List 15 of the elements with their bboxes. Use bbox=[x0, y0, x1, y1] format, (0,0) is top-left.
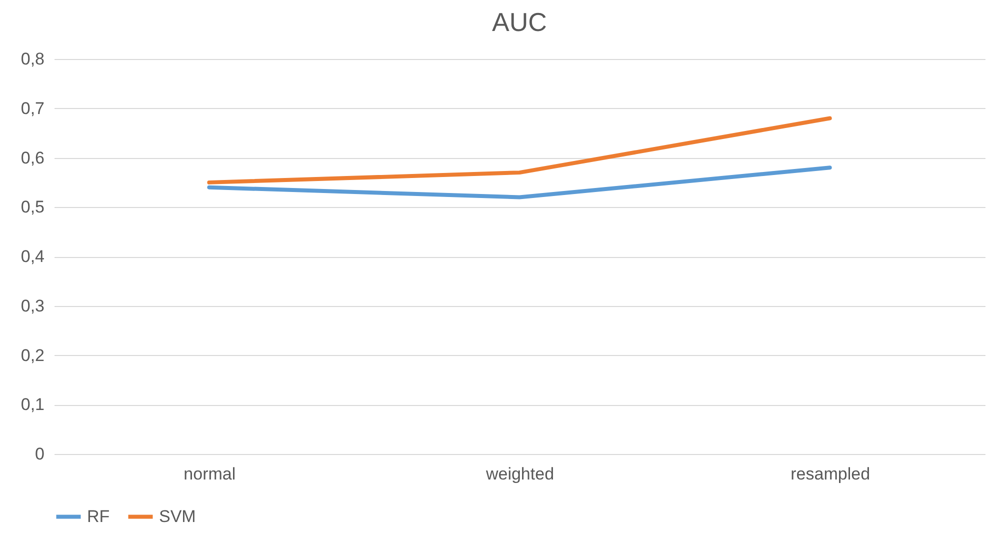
y-tick-label: 0,1 bbox=[20, 395, 44, 414]
y-tick-label: 0,5 bbox=[20, 198, 44, 217]
x-tick-label: normal bbox=[184, 464, 236, 484]
y-tick-label: 0,7 bbox=[20, 98, 44, 118]
legend-label: RF bbox=[87, 506, 110, 526]
y-tick-label: 0,3 bbox=[20, 296, 44, 316]
chart-title: AUC bbox=[492, 7, 547, 37]
legend-label: SVM bbox=[159, 506, 196, 526]
y-tick-label: 0,2 bbox=[20, 346, 44, 365]
x-tick-label: resampled bbox=[790, 464, 870, 484]
y-tick-label: 0,8 bbox=[20, 50, 44, 68]
y-tick-label: 0 bbox=[35, 444, 44, 464]
y-tick-label: 0,6 bbox=[20, 148, 44, 168]
y-tick-label: 0,4 bbox=[20, 247, 44, 266]
x-tick-label: weighted bbox=[484, 464, 554, 484]
